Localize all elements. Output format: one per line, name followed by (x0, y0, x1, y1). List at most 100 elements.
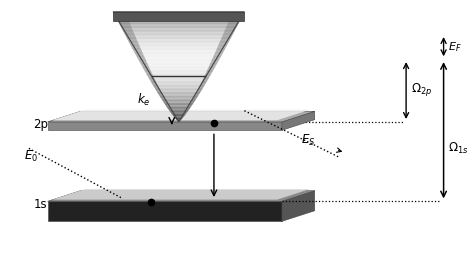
Polygon shape (205, 72, 212, 74)
Polygon shape (203, 76, 210, 78)
Polygon shape (177, 120, 179, 122)
Polygon shape (135, 53, 143, 55)
Polygon shape (226, 25, 237, 27)
Polygon shape (206, 71, 213, 72)
Polygon shape (222, 35, 232, 37)
Polygon shape (189, 105, 192, 107)
Polygon shape (151, 82, 207, 83)
Polygon shape (137, 57, 220, 59)
Polygon shape (141, 64, 148, 66)
Polygon shape (150, 81, 207, 82)
Polygon shape (163, 101, 195, 103)
Polygon shape (227, 24, 238, 25)
Polygon shape (223, 32, 234, 34)
Polygon shape (191, 101, 195, 103)
Polygon shape (136, 55, 144, 56)
Polygon shape (212, 59, 220, 60)
Polygon shape (146, 72, 152, 74)
Polygon shape (149, 78, 209, 79)
Polygon shape (121, 27, 237, 28)
Polygon shape (113, 12, 126, 13)
Polygon shape (225, 28, 236, 30)
Polygon shape (118, 20, 240, 22)
Polygon shape (186, 109, 189, 111)
Polygon shape (155, 87, 159, 89)
Polygon shape (156, 90, 201, 92)
Polygon shape (47, 191, 315, 201)
Polygon shape (168, 108, 190, 109)
Polygon shape (113, 12, 245, 21)
Polygon shape (118, 20, 129, 22)
Polygon shape (122, 28, 236, 30)
Polygon shape (151, 82, 157, 83)
Polygon shape (132, 48, 141, 49)
Polygon shape (143, 68, 150, 70)
Polygon shape (212, 57, 220, 59)
Polygon shape (156, 90, 161, 92)
Polygon shape (214, 53, 223, 55)
Polygon shape (47, 201, 282, 221)
Polygon shape (144, 70, 214, 71)
Polygon shape (138, 59, 220, 60)
Polygon shape (157, 92, 162, 93)
Polygon shape (164, 103, 167, 104)
Polygon shape (164, 103, 194, 104)
Text: $E_S$: $E_S$ (301, 132, 315, 148)
Polygon shape (114, 13, 126, 15)
Polygon shape (150, 81, 156, 82)
Polygon shape (149, 79, 155, 81)
Polygon shape (159, 96, 164, 97)
Polygon shape (231, 15, 243, 16)
Polygon shape (182, 116, 184, 118)
Polygon shape (229, 19, 241, 20)
Polygon shape (155, 89, 202, 90)
Polygon shape (115, 16, 128, 17)
Polygon shape (166, 105, 192, 107)
Polygon shape (129, 43, 228, 45)
Polygon shape (173, 116, 184, 118)
Polygon shape (125, 34, 135, 35)
Polygon shape (148, 76, 154, 78)
Polygon shape (216, 49, 225, 50)
Polygon shape (115, 15, 127, 16)
Polygon shape (220, 41, 229, 42)
Polygon shape (158, 93, 200, 94)
Polygon shape (52, 189, 310, 200)
Polygon shape (127, 38, 231, 39)
Polygon shape (134, 52, 143, 53)
Polygon shape (52, 110, 310, 120)
Polygon shape (133, 49, 225, 50)
Polygon shape (217, 48, 226, 49)
Polygon shape (158, 93, 162, 94)
Polygon shape (131, 46, 140, 48)
Polygon shape (225, 30, 235, 31)
Polygon shape (207, 68, 214, 70)
Polygon shape (202, 79, 208, 81)
Polygon shape (201, 82, 207, 83)
Polygon shape (145, 71, 152, 72)
Polygon shape (117, 19, 128, 20)
Polygon shape (169, 109, 189, 111)
Polygon shape (209, 66, 216, 67)
Polygon shape (152, 83, 206, 85)
Polygon shape (128, 41, 229, 42)
Polygon shape (149, 78, 155, 79)
Polygon shape (192, 100, 195, 101)
Polygon shape (128, 39, 137, 41)
Polygon shape (130, 45, 140, 46)
Polygon shape (221, 38, 231, 39)
Text: 2p: 2p (33, 118, 48, 131)
Polygon shape (122, 30, 235, 31)
Polygon shape (226, 27, 237, 28)
Polygon shape (210, 61, 218, 63)
Text: $\Omega_{1s}$: $\Omega_{1s}$ (448, 141, 469, 156)
Polygon shape (132, 48, 226, 49)
Polygon shape (145, 71, 213, 72)
Polygon shape (147, 75, 154, 76)
Polygon shape (133, 50, 142, 52)
Polygon shape (124, 32, 134, 34)
Polygon shape (210, 64, 217, 66)
Polygon shape (200, 83, 206, 85)
Polygon shape (216, 50, 224, 52)
Polygon shape (199, 86, 204, 87)
